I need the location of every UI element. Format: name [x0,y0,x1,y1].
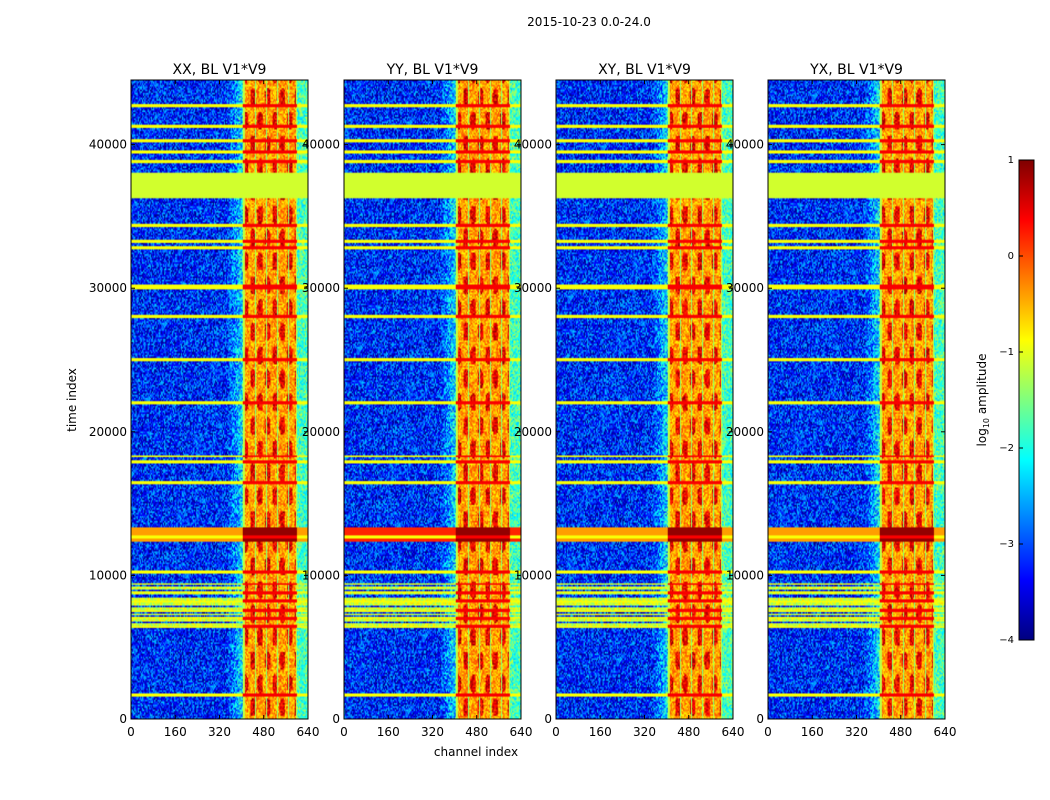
spectrogram-panels: XX, BL V1*V9 0 160 320 480 640 0 10000 20000 3000… [89,62,957,739]
y-tick-label: 30000 [726,281,764,295]
panel-yy: YY, BL V1*V9 0 160 320 480 640 0 10000 20000 3000… [302,62,533,739]
x-tick-label: 160 [801,725,824,739]
colorbar-label-rest: amplitude [975,354,989,418]
colorbar-label-log: log [975,428,989,446]
x-tick-label: 320 [633,725,656,739]
x-tick-label: 480 [252,725,275,739]
y-tick-label: 30000 [302,281,340,295]
y-tick-label: 40000 [302,138,340,152]
x-tick-label: 640 [722,725,745,739]
x-tick-label: 160 [589,725,612,739]
y-tick-label: 20000 [302,425,340,439]
panel-xx: XX, BL V1*V9 0 160 320 480 640 0 10000 20000 3000… [89,62,320,739]
colorbar: 1 0 −1 −2 −3 −4 [999,155,1035,646]
y-tick-label: 40000 [89,138,127,152]
panel-title: YY, BL V1*V9 [386,62,479,78]
panel-title: YX, BL V1*V9 [809,62,903,78]
x-tick-label: 160 [164,725,187,739]
x-tick-label: 480 [465,725,488,739]
y-tick-label: 10000 [726,568,764,582]
y-tick-label: 0 [756,712,764,726]
x-tick-label: 320 [208,725,231,739]
y-tick-label: 10000 [514,568,552,582]
colorbar-tick-label: −2 [999,443,1014,454]
x-tick-label: 0 [340,725,348,739]
panel-xy: XY, BL V1*V9 0 160 320 480 640 0 10000 20000 3000… [514,62,745,739]
y-tick-label: 0 [544,712,552,726]
x-tick-label: 480 [889,725,912,739]
panel-yx: YX, BL V1*V9 0 160 320 480 640 0 10000 20000 3000… [726,62,957,739]
x-tick-label: 640 [934,725,957,739]
x-tick-label: 0 [552,725,560,739]
y-tick-label: 0 [119,712,127,726]
colorbar-label-subscript: 10 [982,418,991,428]
x-tick-label: 320 [421,725,444,739]
y-tick-label: 40000 [726,138,764,152]
y-tick-label: 0 [332,712,340,726]
y-tick-label: 10000 [302,568,340,582]
colorbar-tick-label: −1 [999,347,1014,358]
y-tick-label: 20000 [89,425,127,439]
colorbar-gradient [1018,159,1035,641]
x-tick-label: 320 [845,725,868,739]
colorbar-tick-label: −3 [999,539,1014,550]
colorbar-tick-label: 1 [1008,155,1014,166]
y-tick-label: 20000 [726,425,764,439]
x-tick-label: 640 [297,725,320,739]
x-axis-label: channel index [434,745,518,759]
y-tick-label: 40000 [514,138,552,152]
panel-title: XY, BL V1*V9 [598,62,691,78]
heatmap-image-yx [768,80,945,719]
x-tick-label: 160 [377,725,400,739]
x-tick-label: 640 [510,725,533,739]
y-tick-label: 20000 [514,425,552,439]
heatmap-image-xx [131,80,308,719]
panel-title: XX, BL V1*V9 [173,62,267,78]
colorbar-tick-label: 0 [1008,251,1014,262]
x-tick-label: 0 [127,725,135,739]
x-tick-label: 480 [677,725,700,739]
colorbar-label: log10 amplitude [975,354,991,447]
y-axis-label: time index [65,368,79,432]
y-tick-label: 10000 [89,568,127,582]
y-tick-label: 30000 [514,281,552,295]
x-tick-label: 0 [764,725,772,739]
y-tick-label: 30000 [89,281,127,295]
heatmap-image-xy [556,80,733,719]
figure-title: 2015-10-23 0.0-24.0 [527,15,651,29]
colorbar-tick-label: −4 [999,635,1014,646]
heatmap-image-yy [344,80,521,719]
